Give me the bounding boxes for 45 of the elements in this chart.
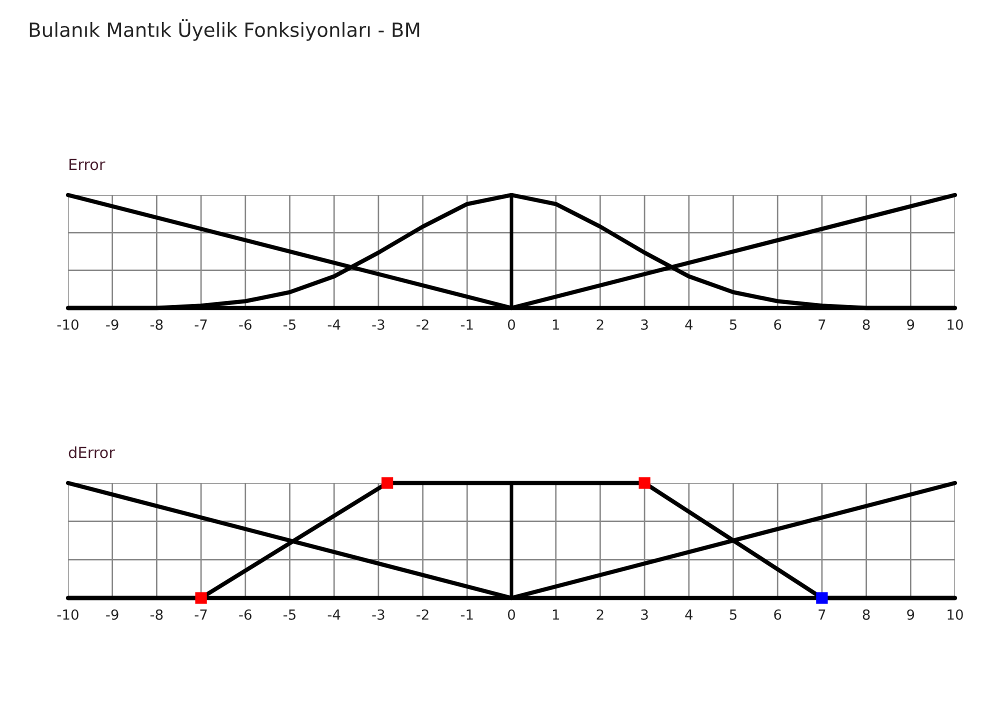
x-tick-label: -8: [150, 319, 163, 330]
x-tick-label: 9: [907, 609, 914, 620]
x-tick-label: -7: [194, 320, 207, 330]
x-tick-label: -3: [372, 609, 384, 620]
x-tick-label: 0: [508, 319, 515, 330]
x-tick-label: 3: [641, 319, 648, 330]
x-tick-label: 3: [641, 609, 648, 620]
x-tick-label: -9: [106, 319, 118, 330]
x-tick-label: 5: [730, 610, 736, 620]
x-tick-label: 8: [862, 609, 870, 620]
x-tick-label: -8: [150, 609, 163, 620]
x-tick-label: 6: [774, 609, 782, 620]
x-tick-label: -1: [460, 320, 473, 330]
x-tick-label: 8: [862, 319, 870, 330]
x-tick-label: -4: [328, 320, 340, 330]
x-tick-label: 4: [685, 320, 693, 330]
x-tick-label: -3: [372, 319, 384, 330]
x-tick-label: -1: [460, 610, 473, 620]
x-tick-label: 7: [818, 610, 826, 620]
x-tick-label: 2: [596, 609, 604, 620]
x-tick-label: 1: [552, 610, 559, 620]
x-tick-label: -2: [416, 319, 428, 330]
x-tick-label: 10: [948, 609, 963, 620]
x-tick-label: 0: [508, 609, 515, 620]
x-tick-label: -6: [239, 319, 252, 330]
x-tick-label: -9: [106, 609, 118, 620]
x-tick-label: -10: [57, 319, 78, 330]
x-tick-label: 10: [948, 319, 963, 330]
x-tick-label: -5: [284, 610, 296, 620]
x-tick-label: -10: [57, 609, 78, 620]
text: Bulanık Mantık Üyelik Fonksiyonları - BM: [30, 19, 420, 41]
chart-title: Error: [70, 158, 106, 170]
x-tick-label: 9: [907, 319, 914, 330]
x-tick-label: -4: [328, 610, 340, 620]
chart-title: dError: [68, 446, 115, 458]
x-tick-label: 5: [730, 320, 736, 330]
x-tick-label: 6: [774, 319, 782, 330]
x-tick-label: 7: [818, 320, 826, 330]
x-tick-label: -6: [239, 609, 252, 620]
x-tick-label: 1: [552, 320, 559, 330]
x-tick-label: 2: [596, 319, 604, 330]
x-tick-label: -5: [284, 320, 296, 330]
x-tick-label: -2: [416, 609, 428, 620]
x-tick-label: 4: [685, 610, 693, 620]
x-tick-label: -7: [194, 610, 207, 620]
